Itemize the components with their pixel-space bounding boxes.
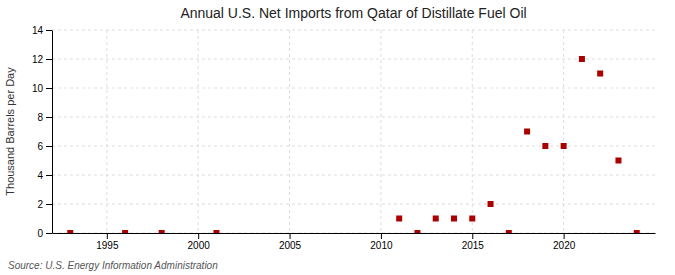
y-axis-label: Thousand Barrels per Day [4,67,16,196]
x-tick-label: 2000 [188,240,211,251]
y-tick: 6 [37,141,52,152]
y-tick-label: 0 [37,228,43,239]
x-tick-label: 2015 [462,240,485,251]
point [506,230,512,233]
plot-area: 1995 2000 2005 2010 2015 2020 0 2 4 6 8 10 12 14 [32,25,656,251]
point [213,230,219,233]
y-tick-mark [46,146,52,147]
y-grid-line [52,59,655,60]
y-tick-label: 10 [32,83,44,94]
x-grid-line [563,30,564,233]
x-axis: 1995 2000 2005 2010 2015 2020 [53,233,656,251]
y-grid-line [52,88,655,89]
points [67,56,639,233]
y-tick-mark [46,59,52,60]
point [433,216,439,222]
point [396,216,402,222]
point [414,230,420,233]
x-tick: 1995 [96,233,119,251]
x-tick-label: 2020 [553,240,576,251]
y-tick: 8 [37,112,52,123]
y-tick: 0 [37,228,52,239]
y-grid-line [52,117,655,118]
x-tick: 2010 [370,233,393,251]
x-axis-line [53,233,656,234]
y-tick-mark [46,88,52,89]
point [561,143,567,149]
x-grid-line [472,30,473,233]
point [579,56,585,62]
x-tick-mark [381,233,382,239]
y-tick-label: 4 [37,170,43,181]
y-tick-label: 2 [37,199,43,210]
y-tick-mark [46,233,52,234]
point [122,230,128,233]
point [159,230,165,233]
x-tick: 2020 [553,233,576,251]
y-axis-line [52,31,53,234]
y-tick: 2 [37,199,52,210]
x-tick: 2000 [188,233,211,251]
y-tick-mark [46,175,52,176]
y-tick-mark [46,30,52,31]
x-tick-mark [472,233,473,239]
y-tick: 14 [32,25,52,36]
title: Annual U.S. Net Imports from Qatar of Di… [180,5,526,21]
x-tick: 2005 [279,233,302,251]
point [615,158,621,164]
y-tick-mark [46,117,52,118]
y-tick-mark [46,204,52,205]
x-grid-line [380,30,381,233]
x-tick-mark [564,233,565,239]
annotation: Source: U.S. Energy Information Administ… [8,260,218,271]
chart: 1995 2000 2005 2010 2015 2020 0 2 4 6 8 10 12 14 Annua… [0,0,675,275]
y-tick: 4 [37,170,52,181]
y-tick-label: 12 [32,54,44,65]
x-tick-label: 1995 [96,240,119,251]
x-tick-mark [290,233,291,239]
y-axis: 0 2 4 6 8 10 12 14 [32,25,53,239]
y-tick-label: 6 [37,141,43,152]
y-tick-label: 14 [32,25,44,36]
x-tick-label: 2010 [370,240,393,251]
grid [52,30,655,233]
x-tick: 2015 [462,233,485,251]
y-grid-line [52,30,655,31]
x-grid-line [106,30,107,233]
y-grid-line [52,204,655,205]
y-grid-line [52,175,655,176]
x-tick-mark [107,233,108,239]
x-tick-label: 2005 [279,240,302,251]
point [634,230,640,233]
point [597,71,603,77]
point [524,129,530,135]
x-grid-line [289,30,290,233]
y-tick: 12 [32,54,52,65]
x-grid-line [198,30,199,233]
y-tick-label: 8 [37,112,43,123]
point [488,201,494,207]
x-tick-mark [198,233,199,239]
point [67,230,73,233]
point [542,143,548,149]
point [469,216,475,222]
y-tick: 10 [32,83,52,94]
point [451,216,457,222]
